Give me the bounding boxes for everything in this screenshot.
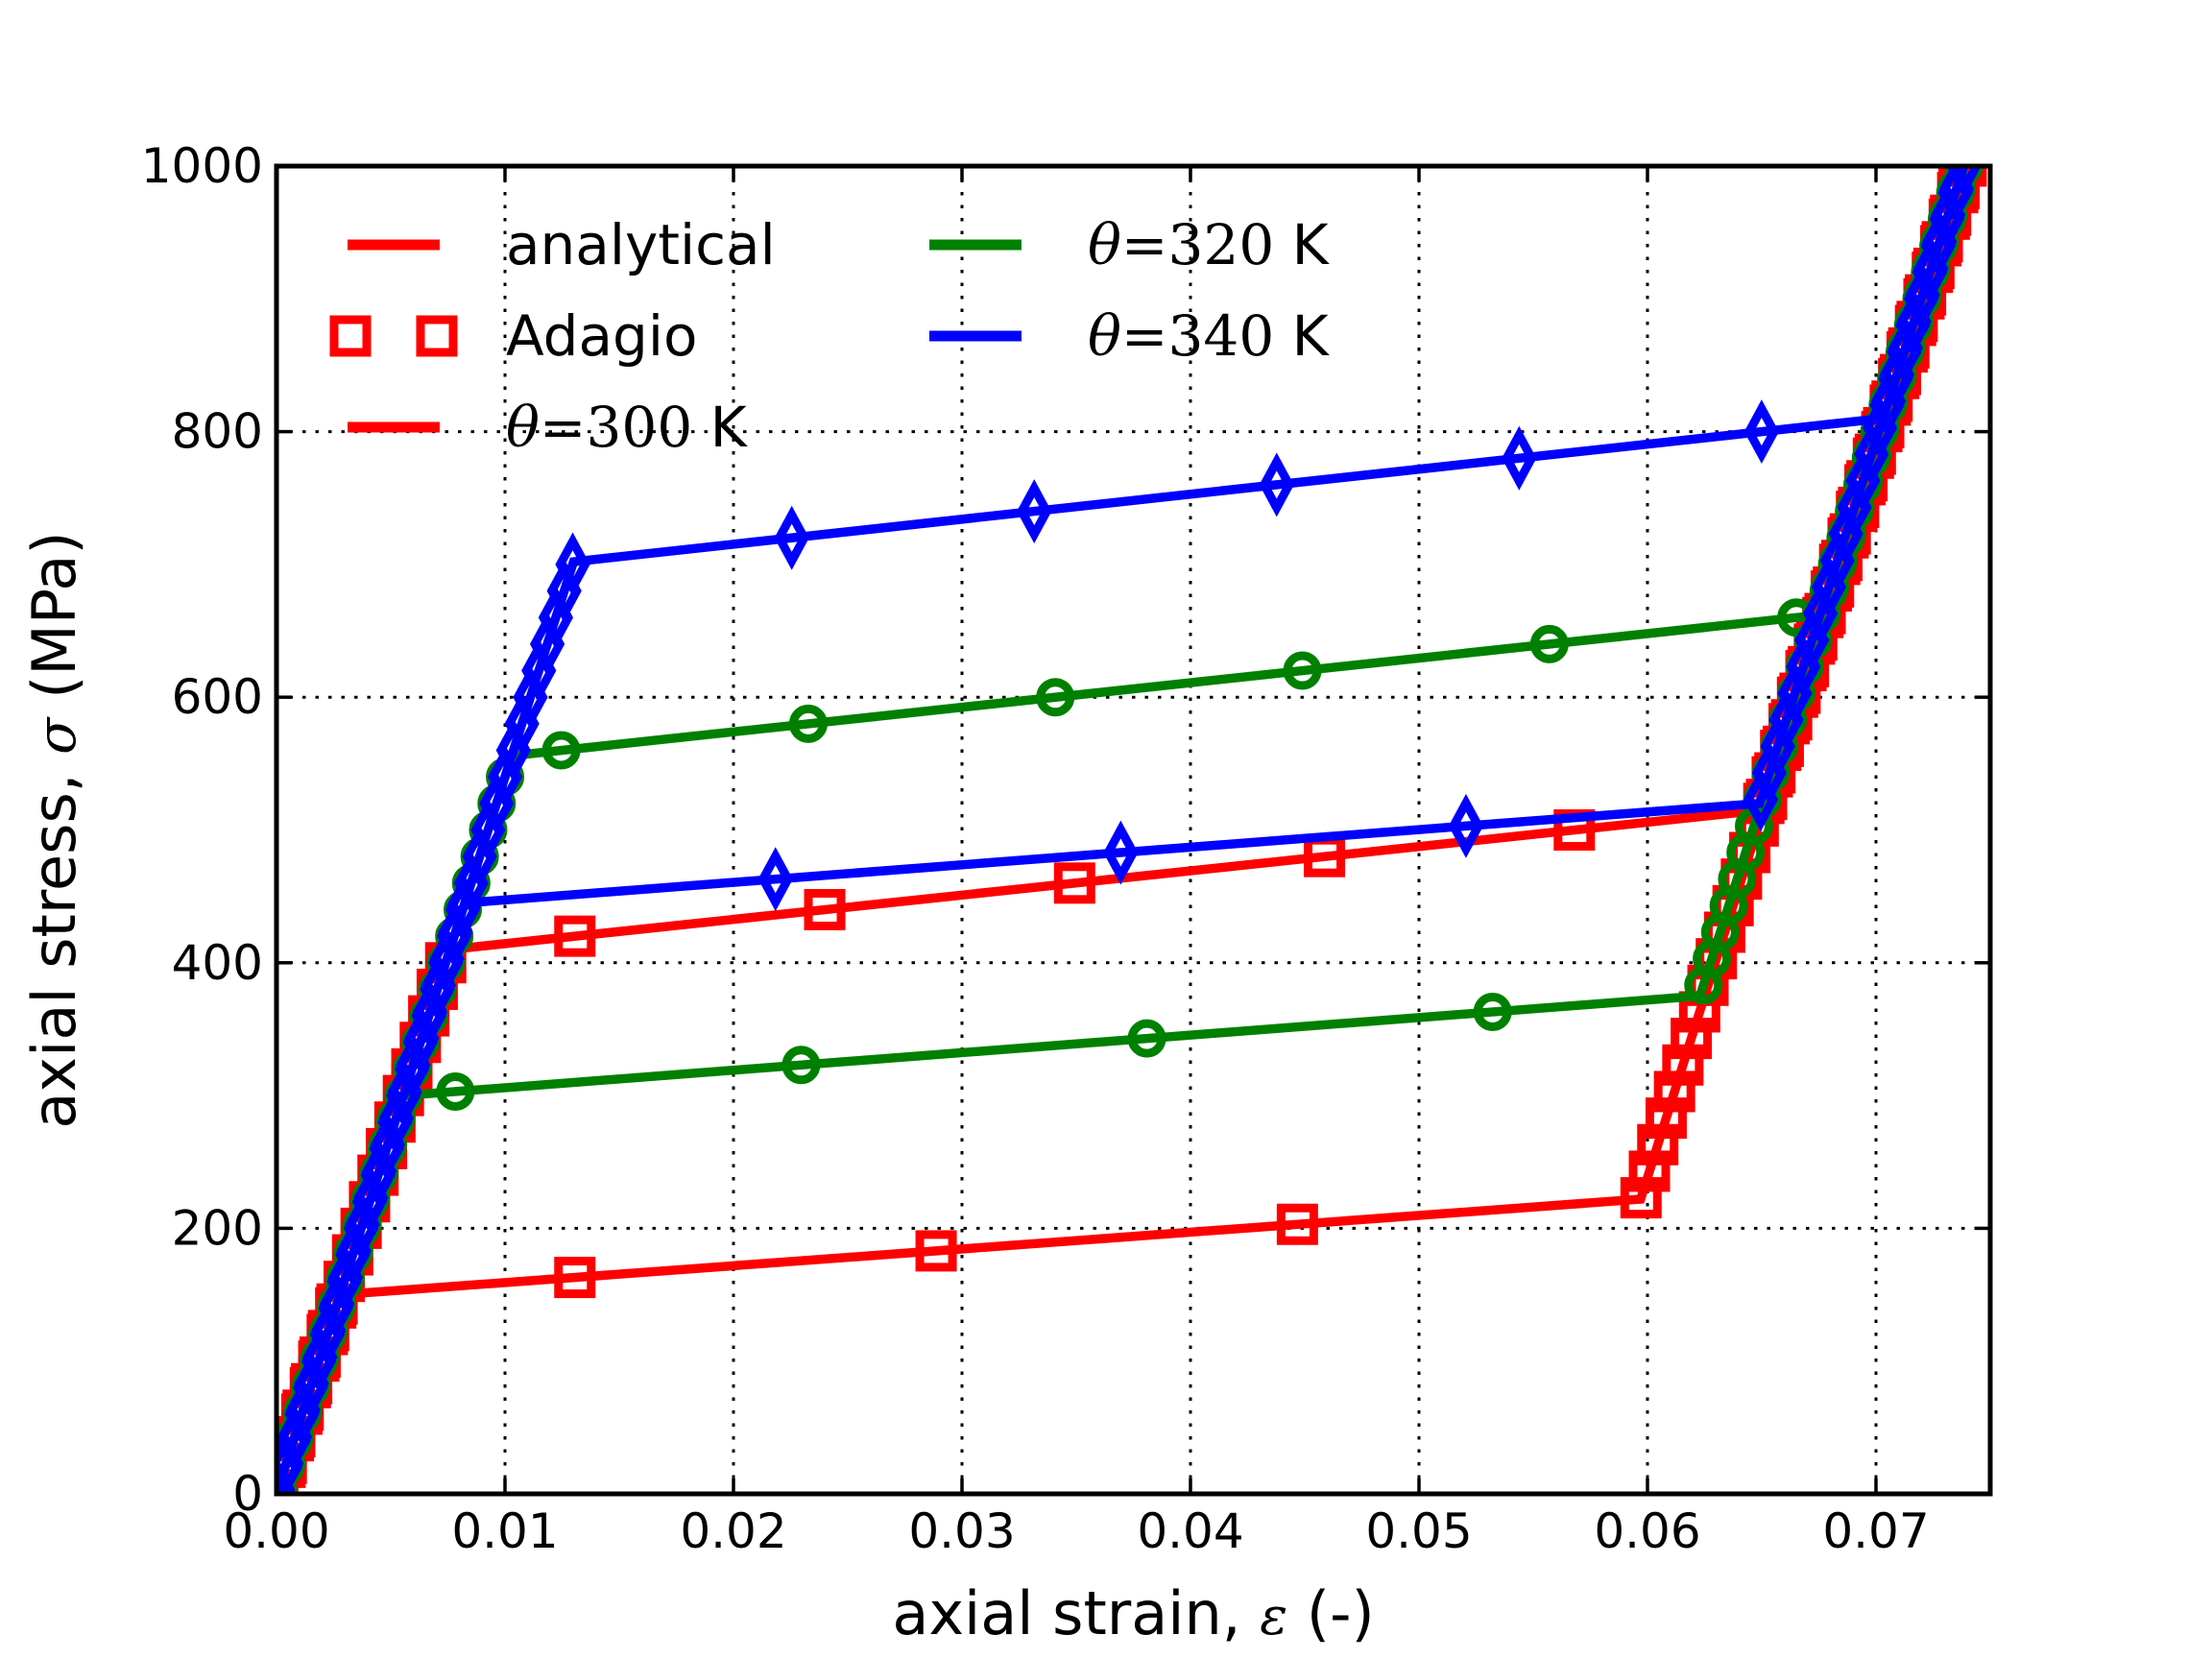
marker-circle bbox=[1036, 678, 1075, 717]
y-tick-label: 200 bbox=[172, 1200, 263, 1256]
y-tick-label: 800 bbox=[172, 404, 263, 460]
tick-labels: 0.00 0.01 0.02 0.03 0.04 0.05 0.06 0.07 0 200 400 6… bbox=[141, 138, 1930, 1559]
marker-circle bbox=[436, 1071, 475, 1111]
marker-square bbox=[1053, 862, 1095, 904]
marker-square bbox=[329, 315, 372, 357]
y-tick-label: 600 bbox=[172, 669, 263, 725]
x-tick-label: 0.01 bbox=[451, 1503, 558, 1559]
marker-diamond bbox=[774, 505, 809, 570]
marker-square bbox=[1653, 1070, 1695, 1113]
marker-diamond bbox=[1017, 479, 1052, 544]
x-tick-label: 0.06 bbox=[1594, 1503, 1700, 1559]
y-tick-label: 1000 bbox=[141, 138, 263, 194]
marker-square bbox=[1276, 1203, 1318, 1245]
marker-circle bbox=[781, 1046, 821, 1085]
legend-label-theta-340K: θ=340 K bbox=[1088, 303, 1331, 369]
marker-square bbox=[554, 915, 596, 957]
marker-diamond bbox=[1946, 166, 1982, 199]
marker-square bbox=[1637, 1123, 1679, 1166]
x-tick-label: 0.02 bbox=[680, 1503, 786, 1559]
marker-circle bbox=[1684, 966, 1723, 1005]
data-series bbox=[276, 166, 1987, 1494]
legend-label-theta-320K: θ=320 K bbox=[1088, 212, 1331, 277]
tick-marks bbox=[275, 164, 1990, 1496]
legend-entry-theta-320K: θ=320 K bbox=[929, 212, 1331, 277]
legend-entry-theta-300K: θ=300 K bbox=[348, 395, 749, 460]
marker-square bbox=[1628, 1150, 1671, 1192]
marker-diamond bbox=[1743, 399, 1779, 465]
legend-entry-adagio: Adagio bbox=[329, 303, 697, 369]
marker-square bbox=[1620, 1177, 1662, 1219]
marker-diamond bbox=[757, 847, 793, 912]
marker-diamond bbox=[276, 1457, 296, 1494]
marker-square bbox=[1645, 1097, 1687, 1140]
marker-square bbox=[1662, 1044, 1704, 1086]
x-axis-label: axial strain, ε (-) bbox=[892, 1578, 1374, 1648]
marker-diamond bbox=[1103, 820, 1139, 885]
marker-square bbox=[804, 888, 846, 930]
marker-diamond bbox=[1448, 793, 1484, 858]
marker-square bbox=[915, 1230, 957, 1272]
x-tick-label: 0.00 bbox=[223, 1503, 329, 1559]
marker-square bbox=[1671, 1018, 1713, 1060]
marker-circle bbox=[788, 704, 828, 743]
x-tick-label: 0.04 bbox=[1137, 1503, 1243, 1559]
marker-diamond bbox=[1743, 767, 1779, 832]
y-tick-label: 0 bbox=[232, 1466, 263, 1522]
marker-circle bbox=[1473, 992, 1512, 1031]
marker-square bbox=[416, 315, 458, 357]
marker-diamond bbox=[1259, 452, 1294, 517]
marker-square bbox=[554, 1257, 596, 1299]
series-theta-340K bbox=[276, 166, 1982, 1494]
marker-circle bbox=[1283, 651, 1322, 690]
legend-entry-theta-340K: θ=340 K bbox=[929, 303, 1331, 369]
y-tick-label: 400 bbox=[172, 935, 263, 991]
axes-spines bbox=[274, 163, 1993, 1497]
plot-border bbox=[274, 163, 1993, 1497]
legend-entry-analytical: analytical bbox=[348, 212, 776, 277]
x-tick-label: 0.07 bbox=[1822, 1503, 1929, 1559]
axis-labels: axial strain, ε (-) axial stress, σ (MPa) bbox=[19, 531, 1375, 1648]
legend-label-analytical: analytical bbox=[506, 212, 776, 277]
marker-circle bbox=[541, 731, 581, 770]
marker-diamond bbox=[555, 532, 590, 597]
marker-diamond bbox=[1502, 425, 1537, 491]
legend-label-theta-300K: θ=300 K bbox=[506, 395, 749, 460]
y-axis-label: axial stress, σ (MPa) bbox=[19, 531, 89, 1128]
legend: analytical Adagio θ=300 K θ=320 K θ=340 K bbox=[329, 212, 1331, 460]
marker-circle bbox=[1127, 1019, 1166, 1058]
x-tick-label: 0.03 bbox=[908, 1503, 1015, 1559]
x-tick-label: 0.05 bbox=[1365, 1503, 1472, 1559]
marker-circle bbox=[1529, 624, 1569, 663]
legend-label-adagio: Adagio bbox=[506, 303, 697, 369]
